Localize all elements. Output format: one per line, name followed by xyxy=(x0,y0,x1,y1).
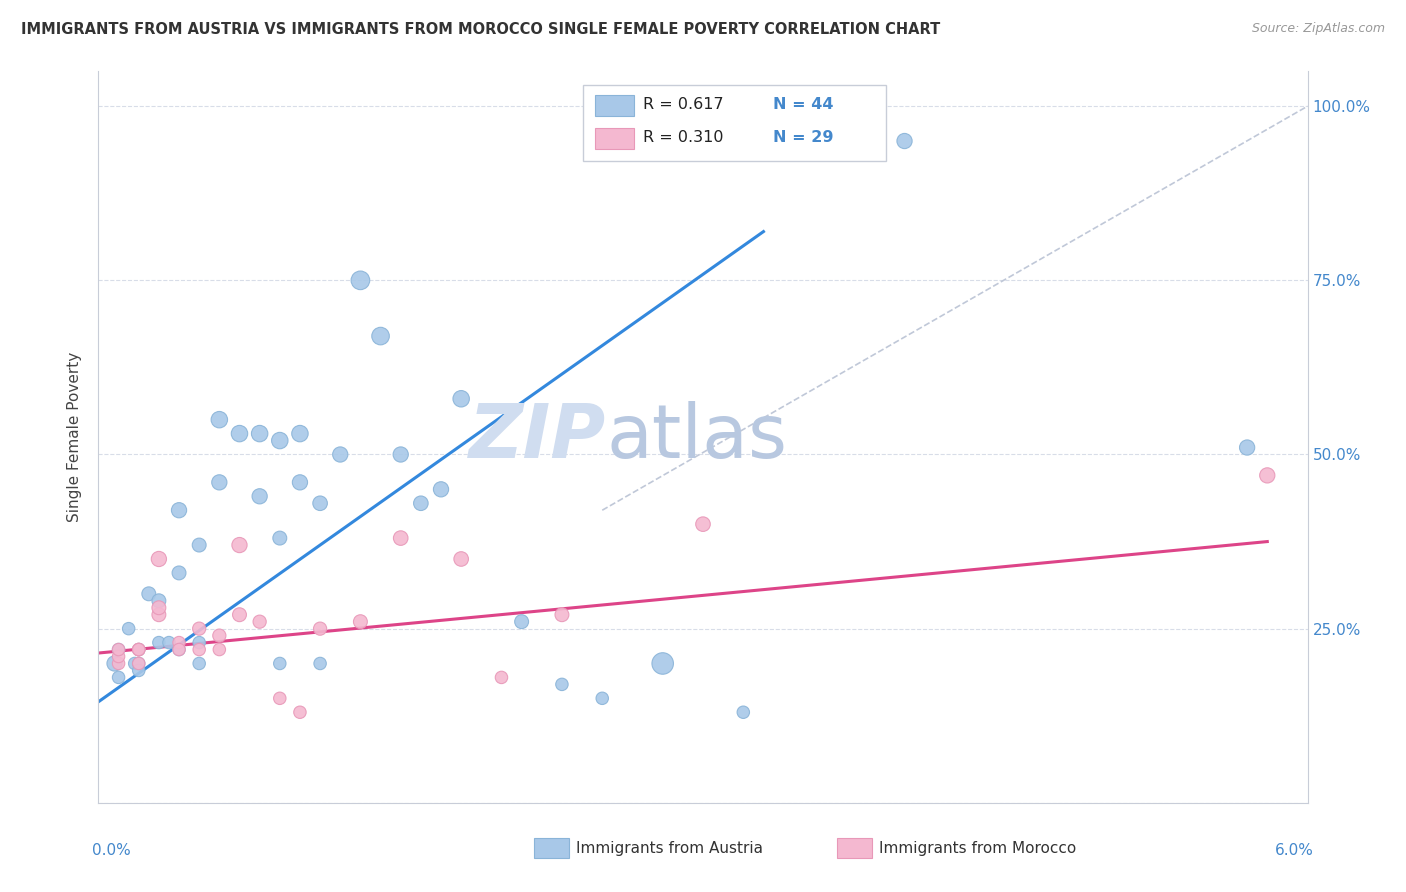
Text: N = 29: N = 29 xyxy=(773,130,834,145)
Point xyxy=(138,587,160,601)
Point xyxy=(309,622,332,636)
Text: Source: ZipAtlas.com: Source: ZipAtlas.com xyxy=(1251,22,1385,36)
Point xyxy=(409,496,432,510)
Point xyxy=(309,496,332,510)
Point xyxy=(128,664,150,678)
Point xyxy=(692,517,714,532)
Point xyxy=(128,642,150,657)
Point xyxy=(128,657,150,671)
Point xyxy=(249,615,271,629)
Point xyxy=(510,615,533,629)
Point xyxy=(208,475,231,490)
Point xyxy=(128,642,150,657)
Point xyxy=(450,552,472,566)
Point xyxy=(107,649,129,664)
Point xyxy=(167,503,190,517)
Point xyxy=(148,552,170,566)
Point xyxy=(893,134,915,148)
Text: R = 0.617: R = 0.617 xyxy=(643,97,723,112)
Point xyxy=(288,705,311,719)
Point xyxy=(370,329,392,343)
Point xyxy=(551,607,574,622)
Point xyxy=(591,691,613,706)
Point xyxy=(167,566,190,580)
Point xyxy=(157,635,180,649)
Point xyxy=(148,607,170,622)
Point xyxy=(167,635,190,649)
Point xyxy=(107,642,129,657)
Point xyxy=(249,489,271,503)
Text: 0.0%: 0.0% xyxy=(93,843,131,858)
Point xyxy=(128,642,150,657)
Point xyxy=(208,642,231,657)
Point xyxy=(430,483,453,497)
Point xyxy=(288,475,311,490)
Text: Immigrants from Austria: Immigrants from Austria xyxy=(576,841,763,855)
Point xyxy=(349,273,371,287)
Point xyxy=(188,657,211,671)
Point xyxy=(269,531,291,545)
Point xyxy=(107,642,129,657)
Point xyxy=(103,657,125,671)
Point xyxy=(249,426,271,441)
Text: R = 0.310: R = 0.310 xyxy=(643,130,723,145)
Y-axis label: Single Female Poverty: Single Female Poverty xyxy=(67,352,83,522)
Point xyxy=(148,600,170,615)
Point xyxy=(349,615,371,629)
Point xyxy=(188,635,211,649)
Point xyxy=(148,635,170,649)
Point xyxy=(188,538,211,552)
Point xyxy=(148,594,170,608)
Point xyxy=(118,622,141,636)
Point xyxy=(167,642,190,657)
Point xyxy=(228,538,250,552)
Point xyxy=(228,426,250,441)
Point xyxy=(269,691,291,706)
Point xyxy=(208,412,231,426)
Point xyxy=(269,434,291,448)
Point xyxy=(128,657,150,671)
Point xyxy=(329,448,352,462)
Point xyxy=(167,642,190,657)
Point xyxy=(1256,468,1278,483)
Point xyxy=(269,657,291,671)
Point xyxy=(450,392,472,406)
Text: ZIP: ZIP xyxy=(470,401,606,474)
Point xyxy=(651,657,673,671)
Point xyxy=(208,629,231,643)
Point xyxy=(188,642,211,657)
Point xyxy=(124,657,146,671)
Text: 6.0%: 6.0% xyxy=(1275,843,1313,858)
Point xyxy=(1236,441,1258,455)
Point xyxy=(107,670,129,684)
Point xyxy=(733,705,755,719)
Point xyxy=(107,657,129,671)
Text: atlas: atlas xyxy=(606,401,787,474)
Point xyxy=(551,677,574,691)
Point xyxy=(389,448,412,462)
Text: N = 44: N = 44 xyxy=(773,97,834,112)
Point xyxy=(128,642,150,657)
Text: Immigrants from Morocco: Immigrants from Morocco xyxy=(879,841,1076,855)
Point xyxy=(491,670,513,684)
Point xyxy=(228,607,250,622)
Point xyxy=(188,622,211,636)
Point xyxy=(309,657,332,671)
Text: IMMIGRANTS FROM AUSTRIA VS IMMIGRANTS FROM MOROCCO SINGLE FEMALE POVERTY CORRELA: IMMIGRANTS FROM AUSTRIA VS IMMIGRANTS FR… xyxy=(21,22,941,37)
Point xyxy=(389,531,412,545)
Point xyxy=(288,426,311,441)
